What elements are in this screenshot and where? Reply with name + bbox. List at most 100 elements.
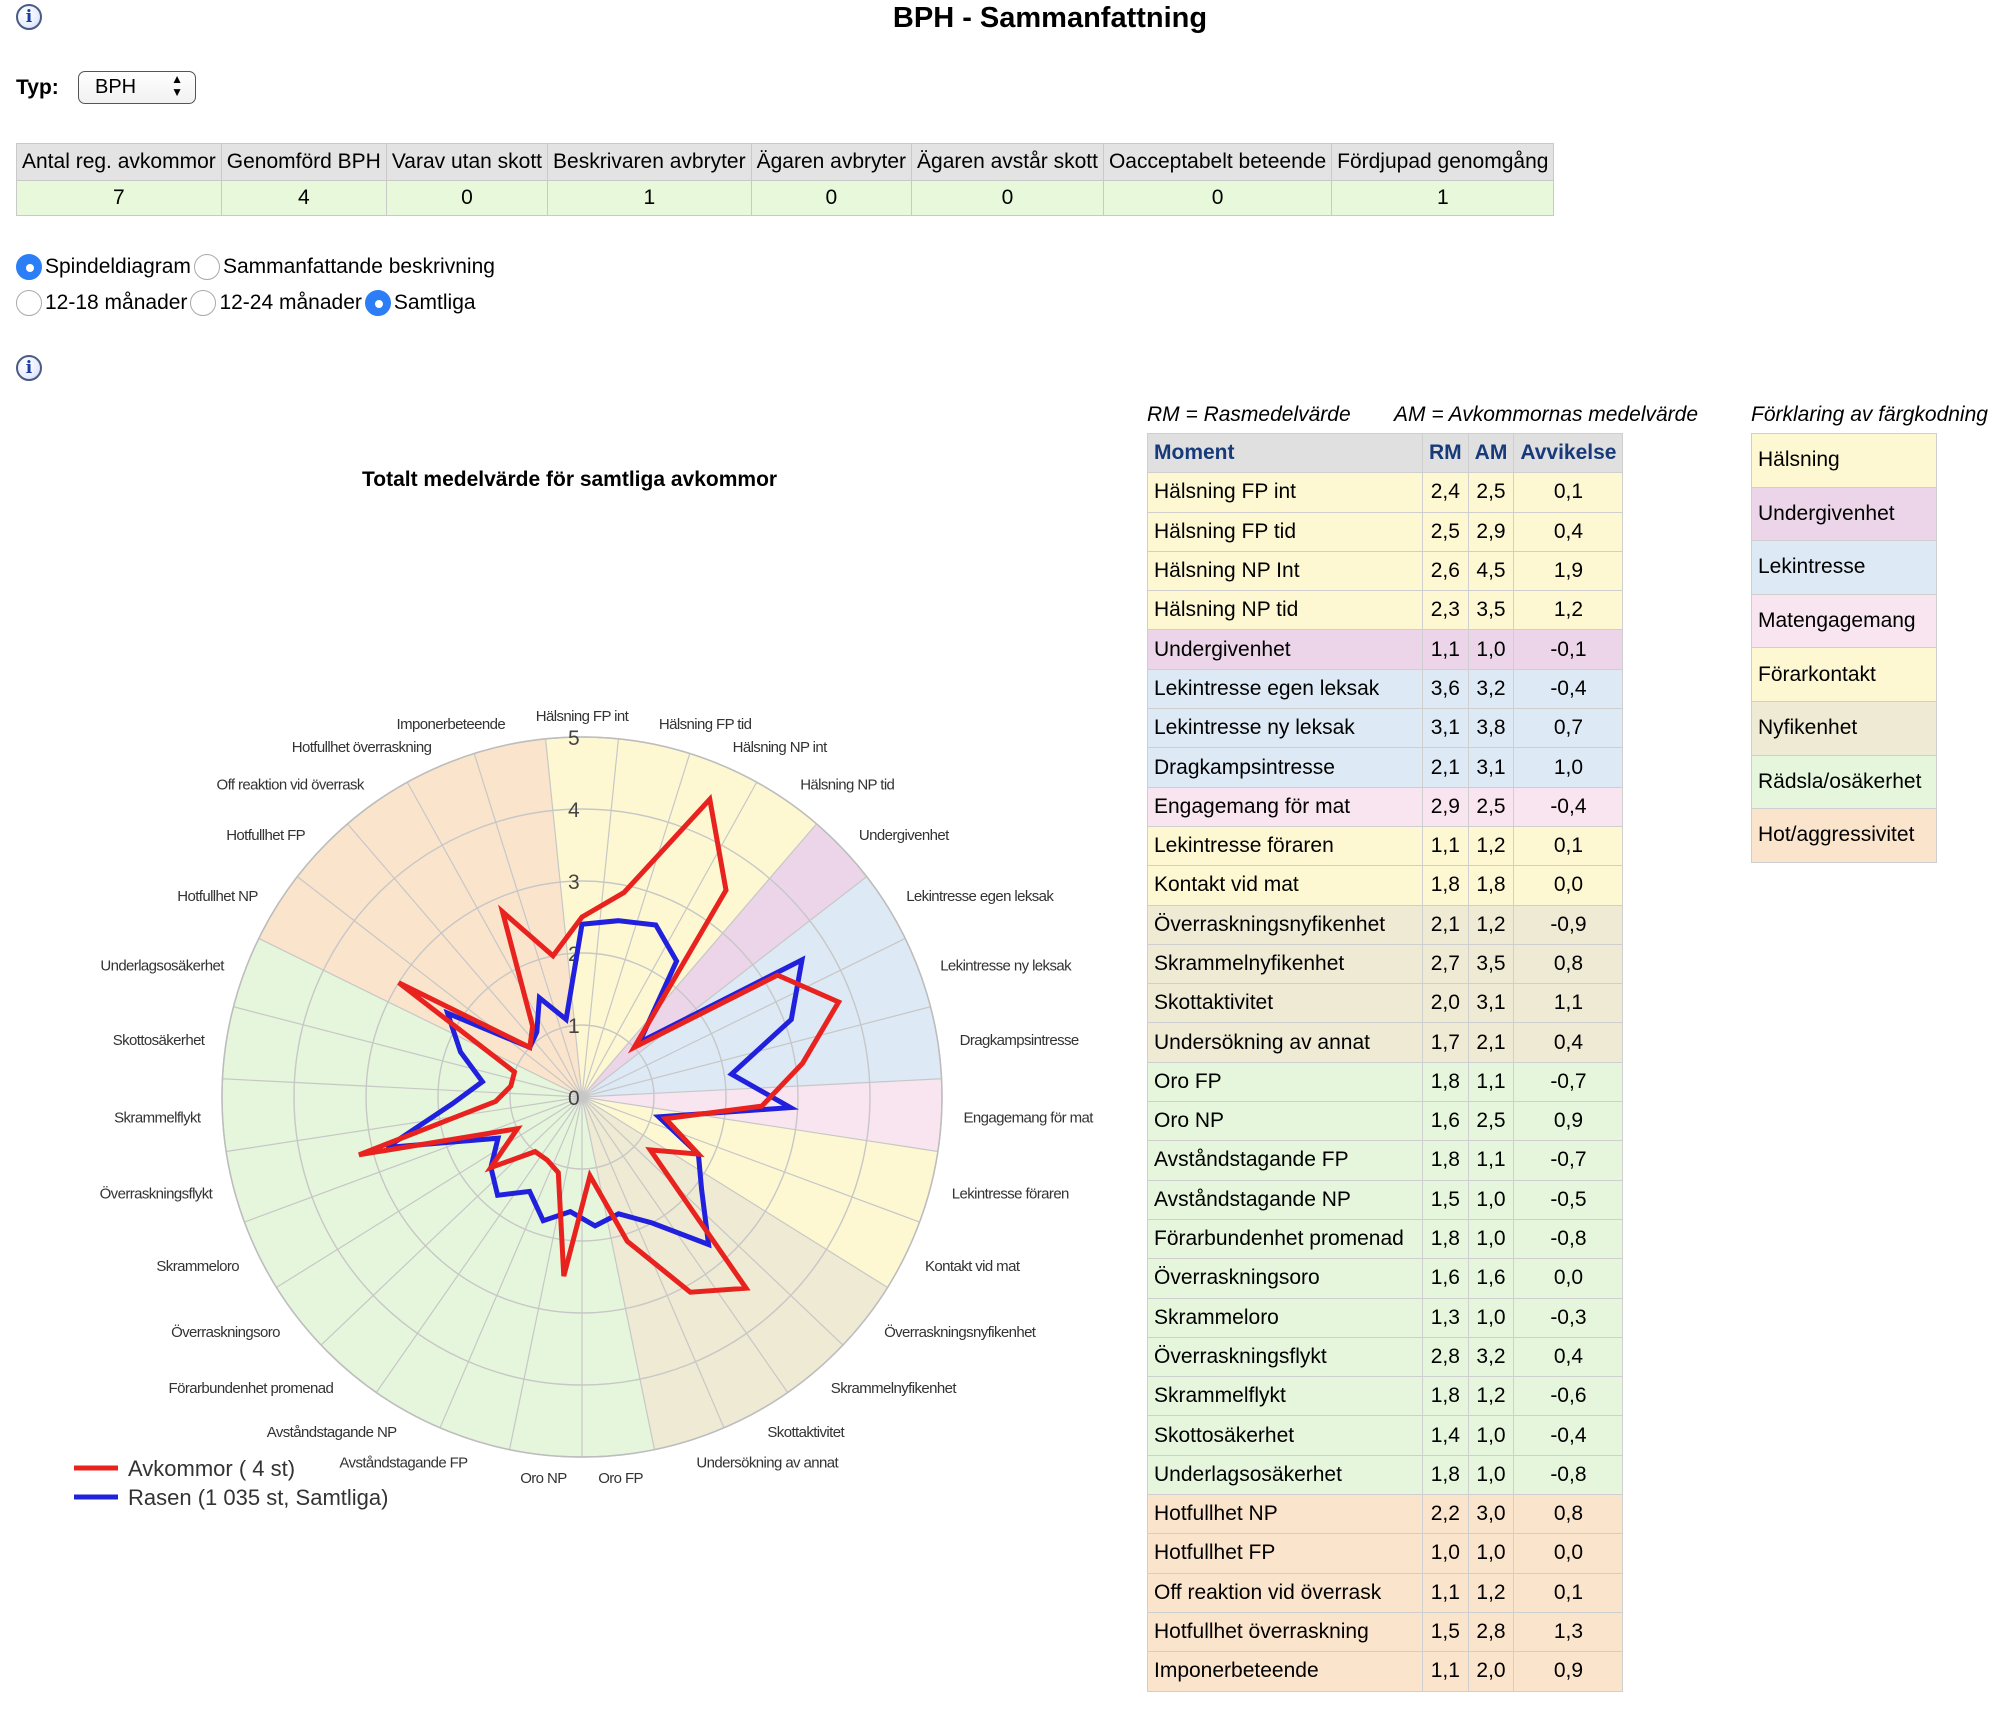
radar-spoke: [296, 876, 583, 1098]
radio-label: Spindeldiagram: [45, 255, 191, 278]
rm-value: 1,5: [1422, 1611, 1469, 1653]
radar-spoke: [406, 781, 583, 1098]
deviation-value: 0,0: [1513, 865, 1624, 906]
am-value: 1,2: [1467, 1376, 1515, 1417]
moment-name: Hälsning FP int: [1147, 472, 1423, 513]
moment-name: Hälsning NP tid: [1147, 590, 1423, 631]
radio-spindeldiagram[interactable]: [16, 254, 42, 280]
am-value: 2,5: [1467, 1101, 1515, 1142]
radio-sammanfattande[interactable]: [193, 254, 220, 280]
am-value: 2,0: [1467, 1651, 1515, 1692]
am-header: AM: [1467, 432, 1515, 474]
moment-name: Avståndstagande NP: [1147, 1179, 1423, 1220]
am-value: 3,1: [1467, 983, 1515, 1024]
typ-label: Typ:: [16, 76, 59, 99]
rm-value: 2,6: [1422, 550, 1469, 592]
stats-header: Varav utan skott: [385, 143, 549, 181]
rm-value: 2,9: [1422, 786, 1469, 827]
color-legend-item: Hälsning: [1751, 433, 1937, 488]
stats-header: Ägaren avbryter: [750, 143, 913, 181]
radar-axis-label: Skrammeloro: [156, 1258, 239, 1275]
table-row: Oro NP 1,6 2,5 0,9: [1147, 1101, 1624, 1142]
deviation-value: 1,3: [1513, 1611, 1624, 1653]
radar-sector: [582, 1078, 942, 1152]
moment-name: Skrammelnyfikenhet: [1147, 943, 1423, 985]
stats-header: Oacceptabelt beteende: [1102, 143, 1333, 181]
radar-sector: [222, 1006, 583, 1097]
color-legend-item: Undergivenhet: [1751, 486, 1937, 542]
radar-axis-label: Imponerbeteende: [397, 716, 506, 733]
rm-value: 2,4: [1422, 472, 1469, 513]
deviation-value: -0,7: [1513, 1140, 1624, 1181]
table-row: Skottosäkerhet 1,4 1,0 -0,4: [1147, 1415, 1624, 1456]
am-value: 1,0: [1467, 1533, 1515, 1574]
radar-axis-label: Överraskningsoro: [171, 1323, 280, 1341]
table-row: Skrammeloro 1,3 1,0 -0,3: [1147, 1297, 1624, 1338]
view-radio-group: Spindeldiagram Sammanfattande beskrivnin…: [16, 254, 498, 280]
rm-value: 1,8: [1422, 1454, 1469, 1496]
stats-value: 0: [385, 180, 549, 216]
rm-value: 2,1: [1422, 904, 1469, 945]
radar-spoke: [544, 738, 583, 1098]
moment-table: Moment RM AM Avvikelse Hälsning FP int 2,…: [1147, 432, 1624, 1692]
radio-samtliga[interactable]: [364, 290, 391, 316]
radar-spoke: [581, 1096, 888, 1288]
am-value: 1,2: [1467, 904, 1515, 945]
table-row: Lekintresse föraren 1,1 1,2 0,1: [1147, 825, 1624, 867]
deviation-value: 0,9: [1513, 1651, 1624, 1692]
deviation-value: 1,9: [1513, 550, 1624, 592]
typ-select[interactable]: BPH ▲ ▼: [78, 71, 196, 104]
moment-name: Undersökning av annat: [1147, 1022, 1423, 1063]
radar-sector: [582, 1097, 843, 1393]
am-value: 2,5: [1467, 786, 1515, 827]
radar-axis-label: Oro FP: [598, 1470, 643, 1487]
radio-12-24[interactable]: [190, 290, 217, 316]
rm-value: 1,3: [1422, 1297, 1469, 1338]
radar-sector: [582, 823, 867, 1097]
radar-spoke: [581, 1096, 938, 1153]
moment-name: Imponerbeteende: [1147, 1651, 1423, 1692]
moment-name: Förarbundenhet promenad: [1147, 1218, 1423, 1260]
table-row: Hälsning FP tid 2,5 2,9 0,4: [1147, 511, 1624, 552]
radar-spoke: [581, 781, 758, 1098]
radar-axis-label: Lekintresse ny leksak: [940, 957, 1072, 974]
radar-spoke: [581, 1096, 789, 1393]
moment-name: Skrammelflykt: [1147, 1376, 1423, 1417]
table-row: Avståndstagande NP 1,5 1,0 -0,5: [1147, 1179, 1624, 1220]
am-value: 2,1: [1467, 1022, 1515, 1063]
moment-name: Skrammeloro: [1147, 1297, 1423, 1338]
color-legend-item: Nyfikenhet: [1751, 700, 1937, 756]
radio-12-18[interactable]: [16, 290, 42, 316]
stats-header: Antal reg. avkommor: [16, 143, 222, 181]
table-row: Undergivenhet 1,1 1,0 -0,1: [1147, 629, 1624, 670]
info-icon[interactable]: i: [16, 355, 42, 381]
deviation-value: -0,9: [1513, 904, 1624, 945]
radar-outer-ring: [221, 736, 943, 1458]
radar-spoke: [233, 1006, 583, 1098]
moment-name: Engagemang för mat: [1147, 786, 1423, 827]
am-value: 1,0: [1467, 1218, 1515, 1260]
legend-label: Rasen (1 035 st, Samtliga): [128, 1485, 388, 1510]
info-icon[interactable]: i: [16, 4, 42, 30]
radar-sector: [582, 753, 757, 1097]
am-value: 2,9: [1467, 511, 1515, 552]
moment-name: Hotfullhet FP: [1147, 1533, 1423, 1574]
moment-name: Off reaktion vid överrask: [1147, 1572, 1423, 1613]
radio-label: Sammanfattande beskrivning: [222, 255, 495, 278]
radar-spoke: [581, 753, 691, 1098]
rm-value: 2,0: [1422, 983, 1469, 1024]
am-value: 2,5: [1467, 472, 1515, 513]
radar-sector: [226, 1097, 582, 1223]
radar-axis-label: Underlagsosäkerhet: [100, 957, 225, 974]
am-value: 1,0: [1467, 1454, 1515, 1496]
color-legend-table: Hälsning Undergivenhet Lekintresse Matengag…: [1751, 433, 1937, 863]
rm-value: 1,6: [1422, 1101, 1469, 1142]
moment-name: Avståndstagande FP: [1147, 1140, 1423, 1181]
color-legend-item: Matengagemang: [1751, 593, 1937, 649]
moment-name: Hotfullhet NP: [1147, 1494, 1423, 1535]
rm-value: 1,1: [1422, 1572, 1469, 1613]
deviation-value: 0,1: [1513, 825, 1624, 867]
radar-axis-label: Skrammelflykt: [114, 1109, 202, 1126]
color-legend-item: Hot/aggressivitet: [1751, 808, 1937, 863]
deviation-value: 0,1: [1513, 472, 1624, 513]
